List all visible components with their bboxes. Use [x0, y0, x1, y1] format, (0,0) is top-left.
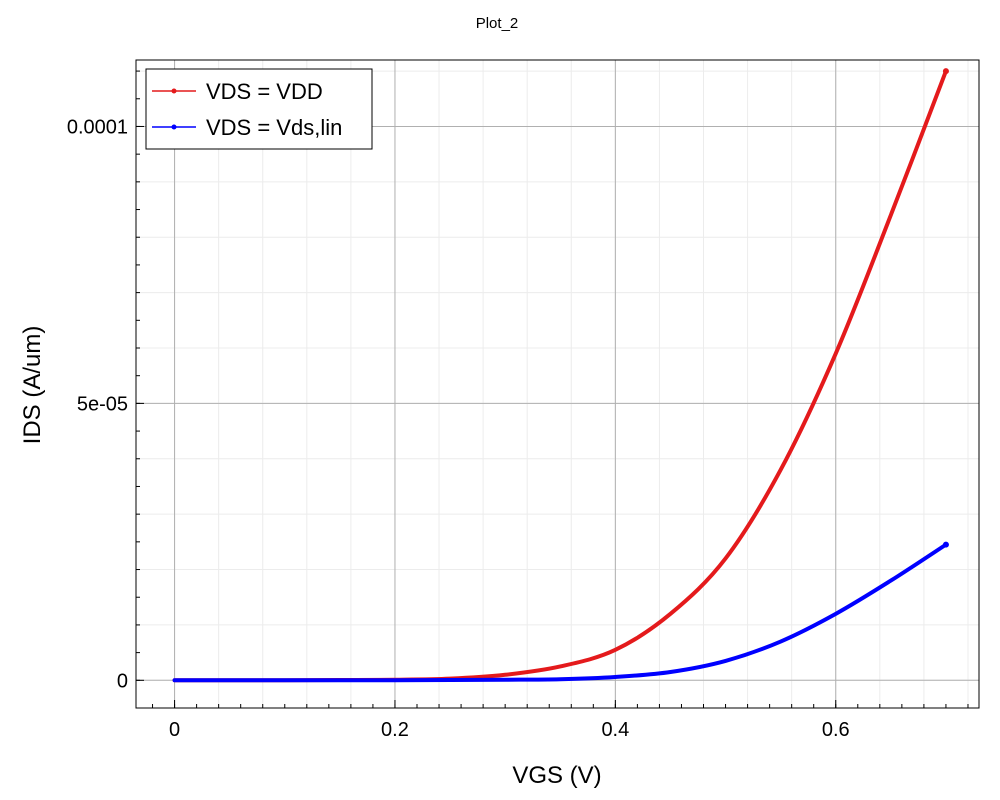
minor-gridlines	[136, 60, 979, 708]
y-tick-label: 0.0001	[67, 116, 128, 138]
series-endpoint-1	[942, 68, 949, 75]
legend-marker-1	[171, 88, 177, 94]
y-tick-label: 5e-05	[77, 393, 128, 415]
legend-marker-2	[171, 124, 177, 130]
x-tick-label: 0.4	[601, 719, 629, 741]
x-axis-ticks: 0 0.2 0.4 0.6	[152, 700, 969, 741]
x-axis-label: VGS (V)	[512, 762, 601, 789]
y-axis-ticks: 0 5e-05 0.0001	[67, 70, 144, 709]
legend-label-2: VDS = Vds,lin	[206, 115, 342, 140]
legend: VDS = VDD VDS = Vds,lin	[145, 68, 373, 150]
series-line-1	[172, 69, 948, 683]
legend-box	[145, 68, 373, 150]
series-endpoint-2	[942, 541, 949, 548]
x-tick-label: 0	[169, 719, 180, 741]
y-axis-label: IDS (A/um)	[19, 326, 46, 445]
x-tick-label: 0.6	[822, 719, 850, 741]
legend-label-1: VDS = VDD	[206, 79, 323, 104]
x-tick-label: 0.2	[381, 719, 409, 741]
series-line-2	[172, 542, 948, 683]
chart-title: Plot_2	[476, 15, 519, 32]
series-layer	[172, 68, 949, 683]
y-tick-label: 0	[117, 670, 128, 692]
plot-frame	[135, 59, 980, 709]
